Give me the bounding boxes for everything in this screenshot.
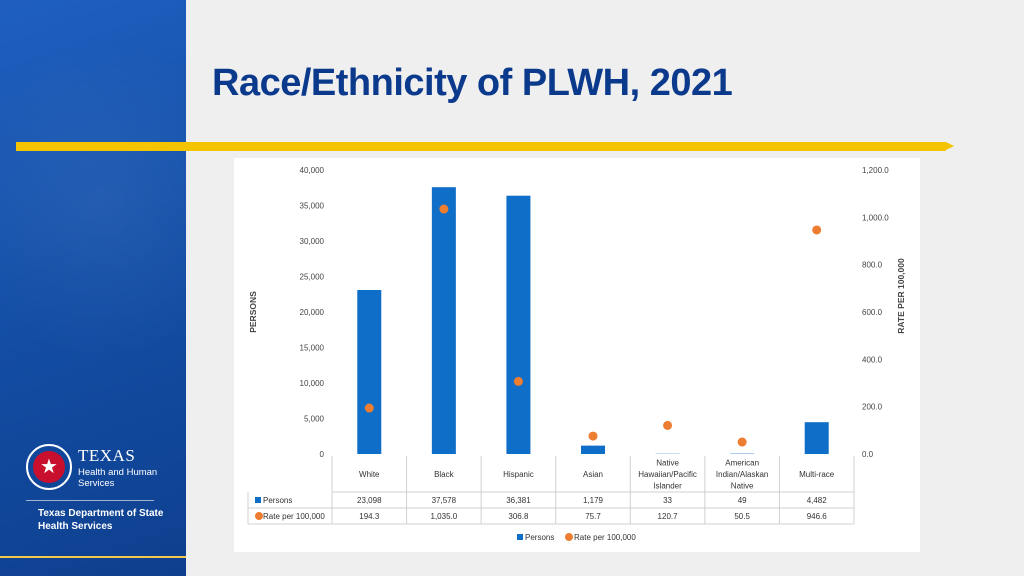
bar [506,195,531,455]
y2-tick-label: 600.0 [862,308,883,317]
y-tick-label: 35,000 [300,202,325,211]
table-cell-persons: 36,381 [506,496,531,505]
sidebar-bottom-line [0,556,186,558]
category-label: Multi-race [799,470,835,479]
y2-tick-label: 200.0 [862,403,883,412]
bar [581,445,605,454]
table-cell-rate: 306.8 [508,512,529,521]
y2-tick-label: 400.0 [862,355,883,364]
y2-axis-title: RATE PER 100,000 [896,258,906,334]
y-tick-label: 5,000 [304,415,325,424]
title-underline-bar [16,142,946,151]
rate-point [513,376,523,386]
table-cell-rate: 75.7 [585,512,601,521]
category-label: White [359,470,380,479]
category-label: Black [434,470,455,479]
table-row-header: Persons [263,496,292,505]
legend-key-rate [565,533,573,541]
table-cell-persons: 4,482 [807,496,828,505]
logo-subtitle: Health and Human Services [78,467,186,489]
table-cell-persons: 33 [663,496,672,505]
y-tick-label: 15,000 [300,344,325,353]
bar [357,290,382,454]
y-tick-label: 20,000 [300,308,325,317]
y-tick-label: 10,000 [300,379,325,388]
title-underline-tip [946,142,954,150]
y2-tick-label: 1,000.0 [862,213,889,222]
logo-sub-line1: Health and Human [78,467,158,478]
y-tick-label: 30,000 [300,237,325,246]
y2-tick-label: 0.0 [862,450,874,459]
table-cell-rate: 946.6 [807,512,828,521]
category-label: Hispanic [503,470,534,479]
logo-word: TEXAS [78,446,136,465]
legend-label: Persons [525,533,554,542]
table-cell-persons: 37,578 [432,496,457,505]
table-cell-rate: 194.3 [359,512,380,521]
logo-sub-line2: Services [78,478,115,489]
logo-divider [26,500,154,501]
rate-point [737,437,747,447]
y-axis-title: PERSONS [248,291,258,333]
dshs-label: Texas Department of State Health Service… [38,507,178,533]
category-label: Islander [653,482,682,491]
table-cell-rate: 120.7 [658,512,679,521]
dshs-line2: Health Services [38,521,113,532]
rate-point [364,403,374,413]
legend-key-persons [517,534,523,540]
category-label: Native [656,459,679,468]
rate-point [588,431,598,441]
table-cell-rate: 1,035.0 [431,512,458,521]
table-key-rate [255,512,263,520]
sidebar-panel: ★ TEXAS Health and Human Services Texas … [0,0,186,576]
table-cell-persons: 1,179 [583,496,604,505]
legend-label: Rate per 100,000 [574,533,636,542]
category-label: Asian [583,470,603,479]
chart-card: 0 5,000 10,000 15,000 20,000 25,000 30,000 35,0… [234,158,920,552]
y-tick-label: 25,000 [300,273,325,282]
sidebar-decoration [0,40,186,360]
category-label: American [725,459,759,468]
category-label: Native [731,482,754,491]
table-cell-rate: 50.5 [734,512,750,521]
table-cell-persons: 23,098 [357,496,382,505]
table-row-header: Rate per 100,000 [263,512,325,521]
rate-point [663,420,673,430]
y2-tick-label: 800.0 [862,261,883,270]
category-label: Hawaiian/Pacific [638,470,697,479]
hhs-logo: ★ TEXAS Health and Human Services [26,444,176,496]
bar [804,422,829,454]
bar [431,187,456,454]
table-key-persons [255,497,261,503]
dshs-line1: Texas Department of State [38,508,164,519]
star-icon: ★ [33,451,65,483]
y2-tick-label: 1,200.0 [862,166,889,175]
rate-point [439,204,449,214]
y-tick-label: 0 [320,450,325,459]
slide-title: Race/Ethnicity of PLWH, 2021 [212,62,733,104]
race-ethnicity-chart: 0 5,000 10,000 15,000 20,000 25,000 30,000 35,0… [247,166,906,542]
rate-point [812,225,822,235]
table-cell-persons: 49 [738,496,747,505]
star-seal-icon: ★ [26,444,72,490]
category-label: Indian/Alaskan [716,470,768,479]
y-tick-label: 40,000 [300,166,325,175]
